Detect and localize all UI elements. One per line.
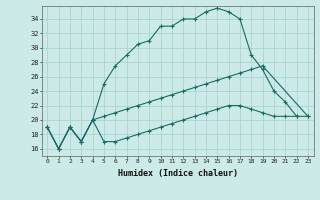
X-axis label: Humidex (Indice chaleur): Humidex (Indice chaleur)	[118, 169, 237, 178]
